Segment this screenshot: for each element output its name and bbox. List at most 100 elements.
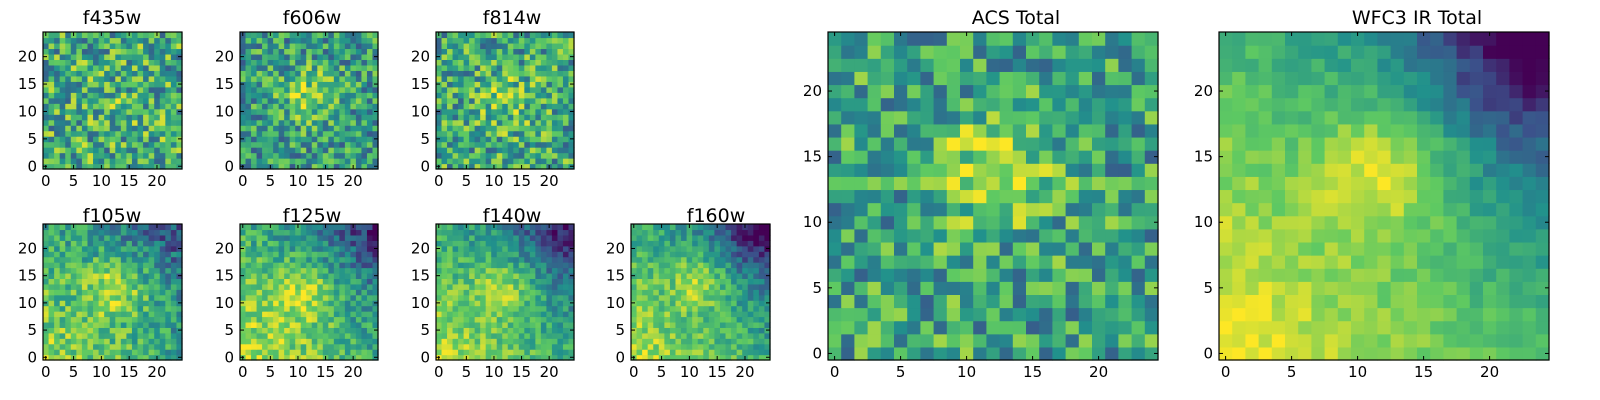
heatmap-cell [256,70,263,77]
heatmap-cell [289,103,296,110]
heatmap-cell [43,289,50,296]
heatmap-cell [76,158,83,165]
heatmap-cell [452,245,459,252]
heatmap-cell [126,321,133,328]
heatmap-cell [441,256,448,263]
heatmap-cell [753,256,760,263]
heatmap-cell [311,86,318,93]
heatmap-cell [165,75,172,82]
heatmap-cell [366,327,374,334]
heatmap-cell [507,141,514,148]
heatmap-cell [731,327,738,334]
heatmap-cell [452,262,459,269]
heatmap-cell [245,283,252,290]
heatmap-cell [165,289,172,296]
heatmap-cell [653,343,660,350]
heatmap-cell [557,152,564,159]
heatmap-cell [736,256,743,263]
heatmap-cell [452,305,459,312]
heatmap-cell [480,48,487,55]
heatmap-cell [458,272,465,279]
heatmap-cell [59,332,66,339]
heatmap-cell [59,81,66,88]
heatmap-cell [658,278,665,285]
heatmap-cell [518,92,525,99]
heatmap-cell [960,241,974,256]
heatmap-cell [458,256,465,263]
heatmap-cell [436,240,443,247]
heatmap-cell [240,240,247,247]
heatmap-cell [81,108,89,115]
heatmap-cell [70,311,77,318]
heatmap-cell [513,92,520,99]
heatmap-cell [306,152,313,159]
heatmap-cell [447,163,454,170]
heatmap-cell [854,215,869,230]
heatmap-cell [452,163,459,170]
heatmap-cell [551,251,559,258]
heatmap-cell [496,42,503,50]
heatmap-cell [93,42,100,50]
heatmap-cell [557,81,564,88]
y-tick-label: 10 [215,294,234,312]
heatmap-cell [854,294,869,309]
heatmap-cell [725,305,732,312]
heatmap-cell [535,158,542,165]
heatmap-cell [93,32,100,39]
heatmap-cell [350,125,357,132]
heatmap-cell [703,354,710,361]
heatmap-cell [361,272,368,279]
heatmap-cell [867,163,882,177]
heatmap-cell [322,37,329,44]
x-tick-label: 5 [657,363,667,381]
heatmap-cell [1026,241,1040,256]
heatmap-cell [65,240,72,247]
heatmap-cell [867,281,882,295]
heatmap-cell [333,108,340,115]
heatmap-cell [59,251,66,258]
heatmap-cell [170,48,178,55]
heatmap-cell [551,32,559,39]
heatmap-cell [159,343,166,350]
heatmap-cell [946,268,961,282]
heatmap-cell [436,97,443,104]
heatmap-cell [311,32,318,39]
heatmap-cell [1039,228,1053,243]
y-tick-label: 5 [224,321,234,339]
heatmap-cell [1131,189,1146,204]
heatmap-cell [76,278,83,285]
heatmap-cell [355,343,363,350]
heatmap-cell [692,245,699,252]
heatmap-cell [295,119,302,126]
heatmap-cell [306,289,313,296]
heatmap-cell [115,311,122,318]
heatmap-cell [48,251,55,258]
heatmap-cell [109,97,116,104]
heatmap-cell [692,256,699,263]
heatmap-cell [675,349,682,356]
heatmap-cell [273,349,280,356]
heatmap-cell [148,48,155,55]
heatmap-cell [828,346,842,361]
heatmap-cell [714,311,721,318]
y-tick-label: 20 [411,239,430,257]
heatmap-cell [333,125,340,132]
heatmap-cell [245,114,252,121]
heatmap-cell [120,338,127,345]
heatmap-cell [675,289,682,296]
heatmap-cell [311,354,318,361]
heatmap-cell [245,108,252,115]
heatmap-cell [245,32,252,39]
heatmap-cell [289,37,296,44]
heatmap-cell [480,64,487,71]
heatmap-cell [719,229,727,236]
heatmap-cell [841,281,855,295]
heatmap-cell [502,245,509,252]
heatmap-cell [867,294,882,309]
heatmap-cell [154,283,161,290]
heatmap-cell [104,332,111,339]
heatmap-cell [463,311,470,318]
heatmap-cell [267,75,274,82]
heatmap-cell [708,245,715,252]
heatmap-cell [557,294,564,301]
